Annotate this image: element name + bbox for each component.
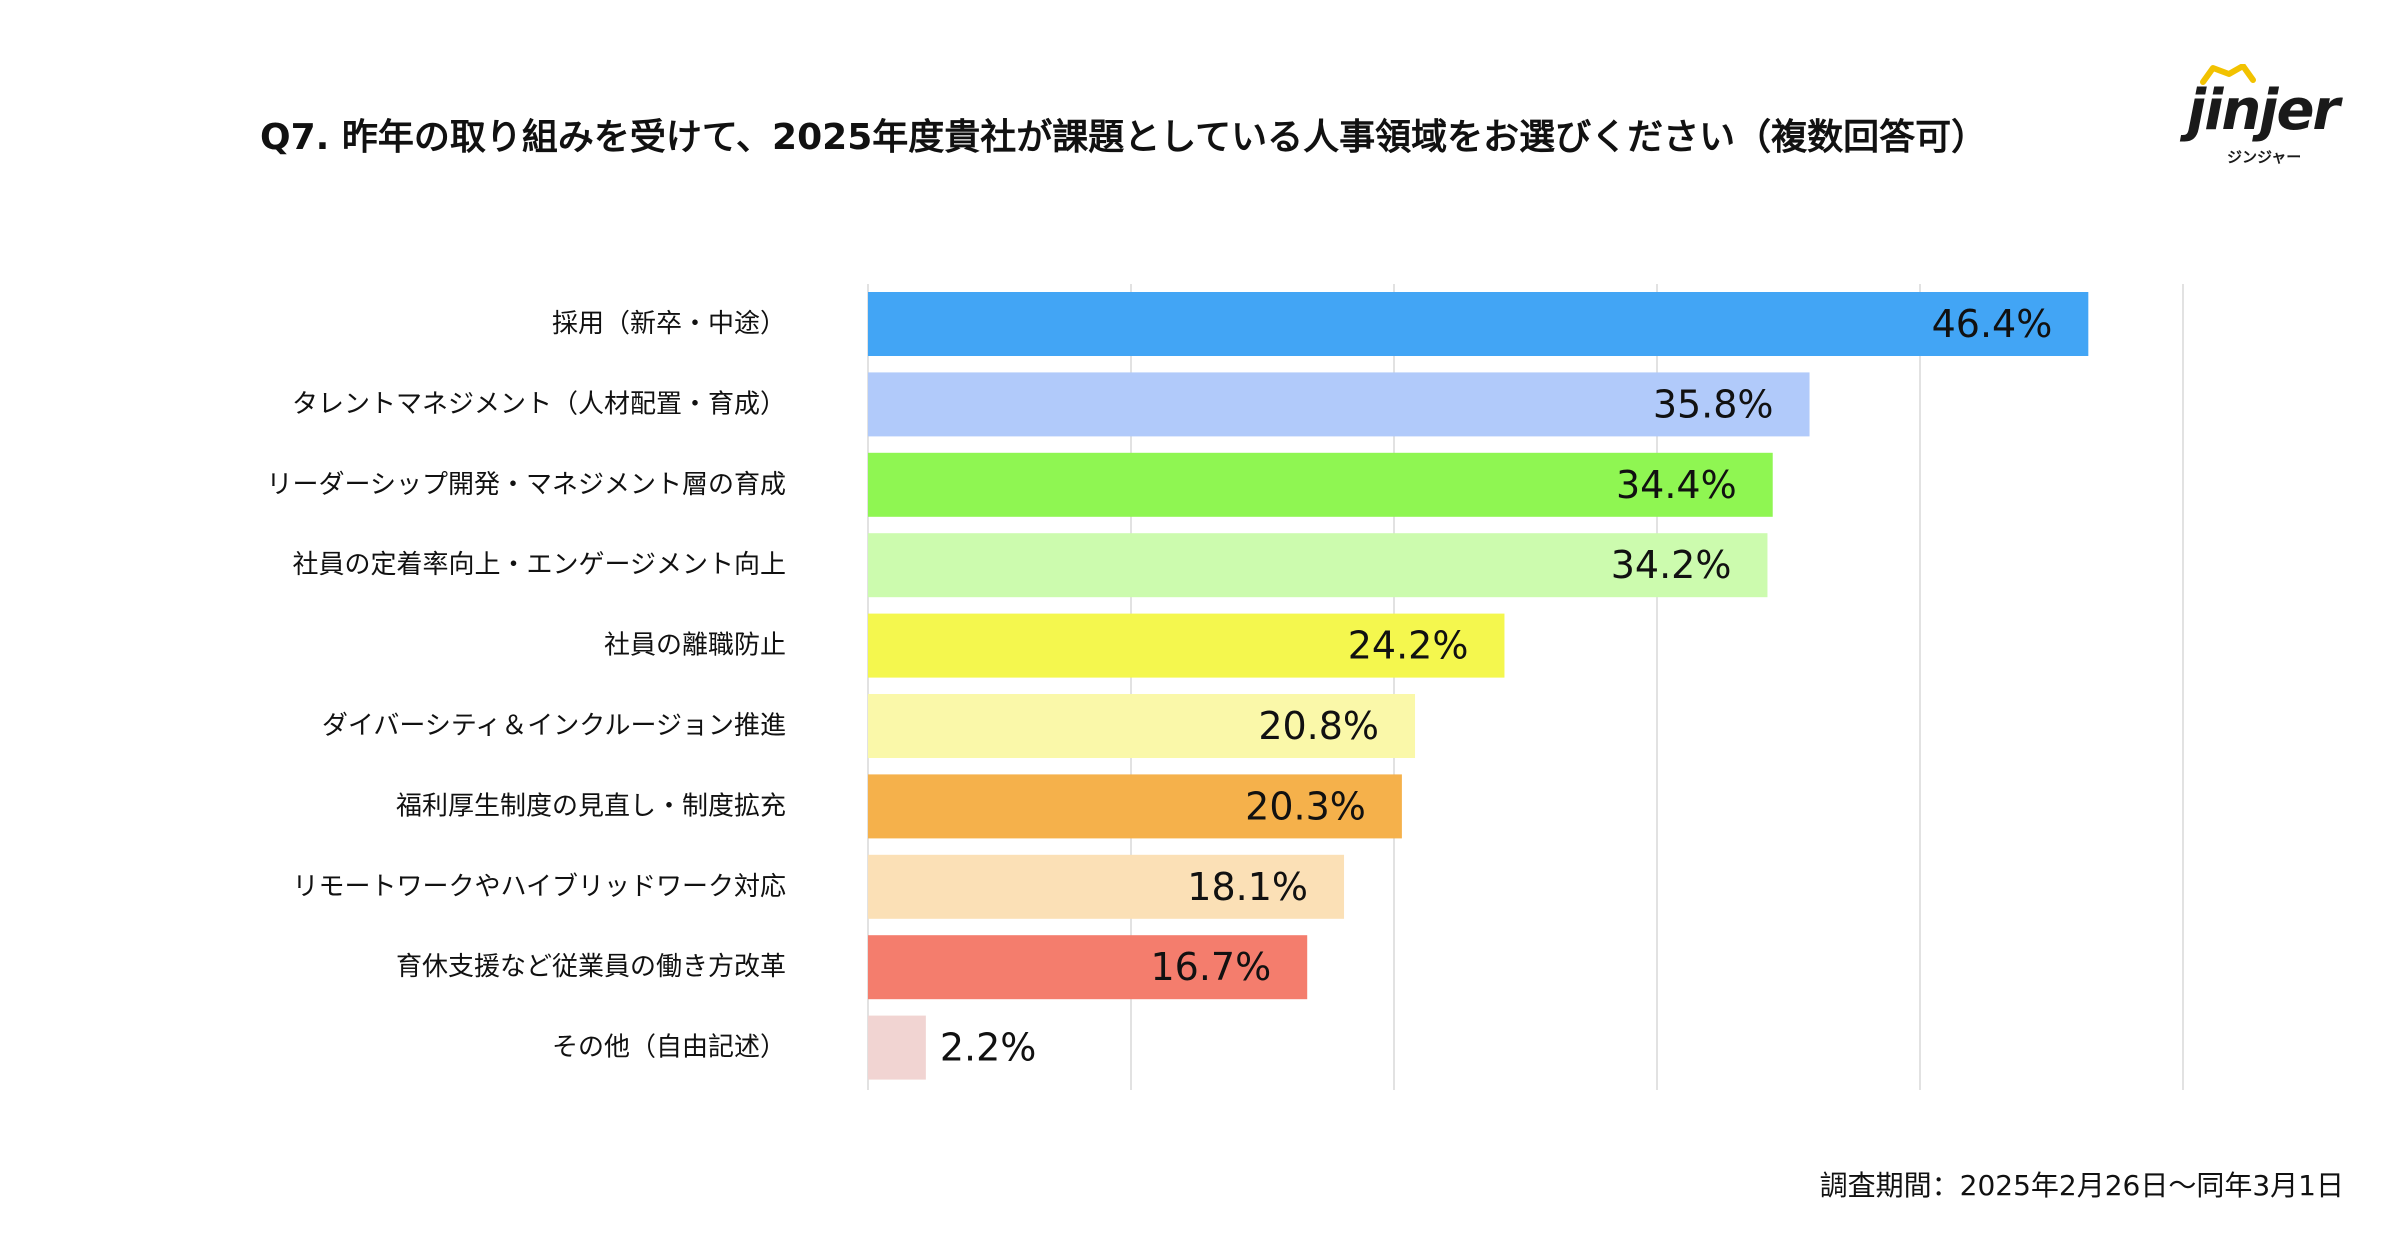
category-label: タレントマネジメント（人材配置・育成） (292, 389, 786, 419)
bar (868, 774, 1402, 839)
value-label: 20.8% (1258, 704, 1379, 748)
value-label: 16.7% (1150, 945, 1271, 989)
value-label: 20.3% (1245, 784, 1366, 828)
logo-subtitle: ジンジャー (2227, 148, 2302, 166)
logo-wordmark: jinjer (2187, 78, 2340, 143)
survey-period-note: 調査期間：2025年2月26日〜同年3月1日 (1819, 1169, 2344, 1202)
value-label: 24.2% (1348, 624, 1469, 668)
value-label: 34.4% (1616, 463, 1737, 507)
bar (868, 372, 1810, 437)
category-label: リーダーシップ開発・マネジメント層の育成 (267, 470, 786, 500)
chart-title: Q7. 昨年の取り組みを受けて、2025年度貴社が課題としている人事領域をお選び… (260, 117, 1988, 158)
category-label: 社員の離職防止 (604, 631, 786, 661)
category-label: ダイバーシティ＆インクルージョン推進 (322, 711, 786, 741)
bar (868, 533, 1768, 598)
category-label: 育休支援など従業員の働き方改革 (396, 952, 786, 982)
jinjer-logo: jinjer ジンジャー (2175, 60, 2345, 170)
bar (868, 694, 1416, 758)
bar (868, 1015, 926, 1080)
value-label: 34.2% (1611, 543, 1732, 587)
bars (868, 292, 2089, 1080)
category-label: その他（自由記述） (552, 1033, 786, 1063)
category-labels: 採用（新卒・中途） タレントマネジメント（人材配置・育成） リーダーシップ開発・マネ… (267, 309, 786, 1063)
value-label: 35.8% (1653, 382, 1774, 426)
value-labels: 46.4% 35.8% 34.4% 34.2% 24.2% 20.8% 20.3% 18.1%… (940, 302, 2052, 1070)
category-label: リモートワークやハイブリッドワーク対応 (293, 872, 786, 902)
value-label: 18.1% (1187, 865, 1308, 909)
category-label: 福利厚生制度の見直し・制度拡充 (396, 791, 786, 821)
bar (868, 292, 2089, 356)
bar (868, 935, 1308, 1000)
bar (868, 854, 1345, 919)
value-label: 46.4% (1932, 302, 2053, 346)
bar (868, 613, 1505, 678)
logo-hat-icon (2200, 64, 2256, 85)
bar (868, 452, 1773, 517)
category-label: 社員の定着率向上・エンゲージメント向上 (293, 550, 786, 580)
category-label: 採用（新卒・中途） (552, 309, 786, 339)
value-label: 2.2% (940, 1026, 1037, 1070)
